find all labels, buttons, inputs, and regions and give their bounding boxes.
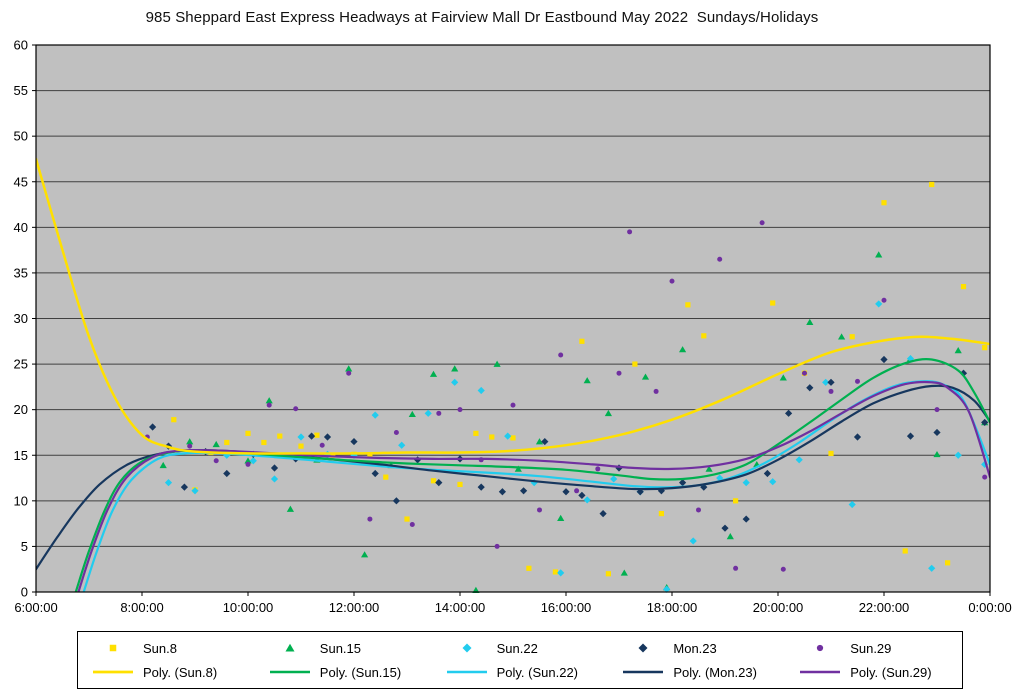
svg-text:18:00:00: 18:00:00 [647,600,698,615]
legend-label: Sun.8 [143,640,177,656]
trendline-Poly. (Sun.29) [77,380,990,592]
svg-text:14:00:00: 14:00:00 [435,600,486,615]
legend-item-poly-mon23[interactable]: Poly. (Mon.23) [608,665,785,680]
legend-label: Poly. (Sun.22) [496,664,579,680]
scatter-series-Sun.15 [159,251,989,593]
trendline-Poly. (Mon.23) [36,384,990,571]
legend-label: Mon.23 [673,640,717,656]
svg-text:12:00:00: 12:00:00 [329,600,380,615]
svg-text:30: 30 [14,311,28,326]
legend: Sun.8 Sun.15 Sun.22 Mon.23 Sun.29 Poly. … [77,631,963,689]
legend-label: Poly. (Sun.15) [319,664,402,680]
sun15-marker-icon [285,643,295,652]
svg-text:55: 55 [14,83,28,98]
svg-text:6:00:00: 6:00:00 [14,600,57,615]
poly-sun8-line-icon [93,670,133,674]
poly-sun22-line-icon [446,670,487,674]
legend-label: Poly. (Sun.8) [143,664,218,680]
legend-item-mon23[interactable]: Mon.23 [608,641,785,656]
legend-row-markers: Sun.8 Sun.15 Sun.22 Mon.23 Sun.29 [78,636,962,660]
legend-item-sun15[interactable]: Sun.15 [255,641,432,656]
poly-sun29-line-icon [800,670,841,674]
svg-text:40: 40 [14,220,28,235]
svg-text:0:00:00: 0:00:00 [968,600,1011,615]
svg-text:10:00:00: 10:00:00 [223,600,274,615]
legend-item-poly-sun15[interactable]: Poly. (Sun.15) [255,665,432,680]
legend-label: Sun.22 [496,640,538,656]
svg-text:50: 50 [14,129,28,144]
legend-item-poly-sun29[interactable]: Poly. (Sun.29) [785,665,962,680]
legend-item-sun8[interactable]: Sun.8 [78,641,255,656]
svg-text:20:00:00: 20:00:00 [753,600,804,615]
svg-text:0: 0 [21,585,28,600]
chart-title: 985 Sheppard East Express Headways at Fa… [145,9,819,26]
svg-text:25: 25 [14,357,28,372]
sun8-marker-icon [109,644,117,652]
plot-area: 6:00:00 8:00:00 10:00:00 12:00:00 14:00:00 16… [14,38,1012,616]
legend-label: Poly. (Mon.23) [673,664,757,680]
svg-text:10: 10 [14,493,28,508]
sun29-marker-icon [817,644,824,652]
legend-item-poly-sun8[interactable]: Poly. (Sun.8) [78,665,255,680]
sun22-marker-icon [462,643,472,653]
mon23-marker-icon [638,643,648,653]
poly-mon23-line-icon [623,670,664,674]
legend-label: Sun.29 [850,640,892,656]
svg-text:60: 60 [14,38,28,53]
x-axis-labels: 6:00:00 8:00:00 10:00:00 12:00:00 14:00:00 16… [14,592,1012,615]
svg-text:16:00:00: 16:00:00 [541,600,592,615]
svg-text:35: 35 [14,265,28,280]
legend-label: Poly. (Sun.29) [850,664,932,680]
trendline-Poly. (Sun.8) [36,157,990,455]
legend-row-trendlines: Poly. (Sun.8) Poly. (Sun.15) Poly. (Sun.… [78,660,962,684]
legend-label: Sun.15 [319,640,361,656]
scatter-series-Sun.29 [144,220,988,572]
svg-text:45: 45 [14,174,28,189]
poly-sun15-line-icon [269,670,310,674]
svg-text:8:00:00: 8:00:00 [120,600,163,615]
svg-text:20: 20 [14,402,28,417]
trendline-Poly. (Sun.22) [82,380,990,592]
legend-item-sun29[interactable]: Sun.29 [785,641,962,656]
svg-text:5: 5 [21,539,28,554]
svg-text:15: 15 [14,448,28,463]
legend-item-sun22[interactable]: Sun.22 [432,641,609,656]
y-axis-labels: 0 5 10 15 20 25 30 35 40 45 50 55 60 [14,38,36,600]
gridlines [36,90,990,547]
trendlines [36,157,990,592]
legend-item-poly-sun22[interactable]: Poly. (Sun.22) [432,665,609,680]
svg-text:22:00:00: 22:00:00 [859,600,910,615]
